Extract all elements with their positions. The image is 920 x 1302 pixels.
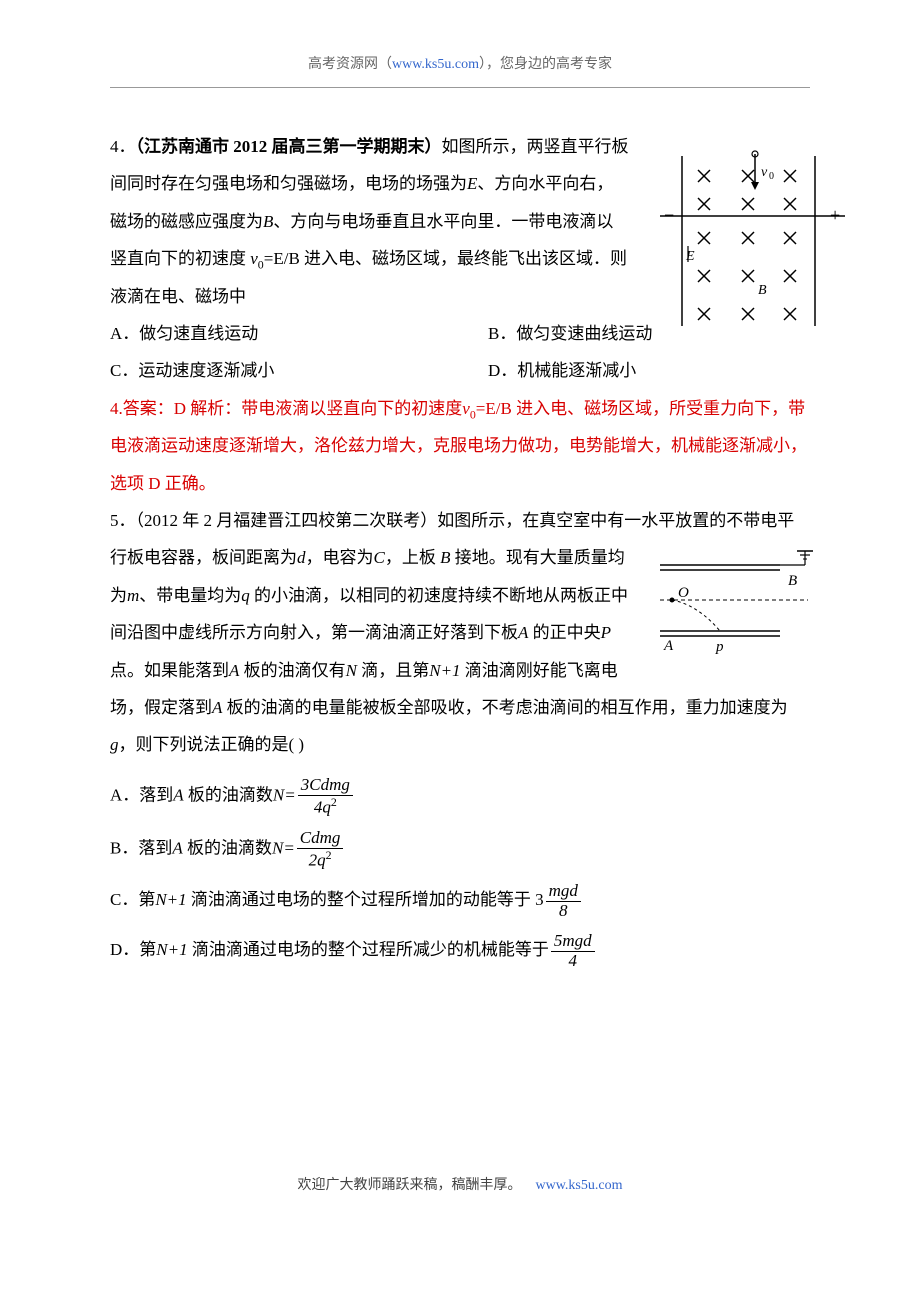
header-link[interactable]: www.ks5u.com	[392, 57, 479, 72]
q4-ans-eq: =E/B	[476, 399, 512, 418]
page-header: 高考资源网（www.ks5u.com），您身边的高考专家	[110, 50, 810, 88]
page-footer: 欢迎广大教师踊跃来稿，稿酬丰厚。 www.ks5u.com	[110, 1171, 810, 1202]
q5B-A: A	[172, 838, 182, 857]
svg-text:v: v	[761, 165, 768, 180]
q4-figure: v 0 − + E B	[660, 146, 845, 349]
q5B-mid: 板的油滴数	[183, 838, 272, 857]
q5-b12: 板的油滴的电量能被板全部吸收，不考虑油滴间的相互作用，重力加速度为	[222, 698, 787, 717]
q5-Ap: A	[518, 623, 528, 642]
q5-b3: ，上板	[385, 548, 436, 567]
header-tail: ），您身边的高考专家	[479, 57, 612, 72]
q5-b2: ，电容为	[306, 548, 374, 567]
q5-src: （2012 年 2 月福建晋江四校第二次联考）	[136, 511, 438, 530]
q4-ans-b1: 带电液滴以竖直向下的初速度	[241, 399, 462, 418]
q4-answer: 4.答案：D 解析：带电液滴以竖直向下的初速度v0=E/B 进入电、磁场区域，所…	[110, 390, 810, 502]
q5-b8: 点。如果能落到	[110, 661, 229, 680]
q5C-Np1: N+1	[155, 890, 186, 909]
svg-text:p: p	[715, 639, 724, 655]
q5-N: N	[346, 661, 357, 680]
q5D-Np1: N+1	[156, 940, 187, 959]
q4-E: E	[467, 174, 477, 193]
q5-g: g	[110, 735, 119, 754]
q5-num: 5．	[110, 511, 136, 530]
svg-text:A: A	[663, 638, 674, 654]
svg-text:−: −	[664, 205, 674, 225]
q4-num: 4．	[110, 137, 136, 156]
q5C-num: mgd	[546, 882, 581, 902]
footer-text: 欢迎广大教师踊跃来稿，稿酬丰厚。	[298, 1178, 522, 1193]
q5-q: q	[241, 586, 250, 605]
q5B-pre: B．落到	[110, 838, 172, 857]
q4-opt-a: A．做匀速直线运动	[110, 315, 488, 352]
q5D-pre: D．第	[110, 940, 156, 959]
q5C-mid: 滴油滴通过电场的整个过程所增加的动能等于 3	[187, 890, 544, 909]
q5-b5: 、带电量均为	[139, 586, 241, 605]
q5A-den: 4q2	[298, 796, 353, 817]
q4-B: B	[263, 212, 273, 231]
q5A-Neq: N=	[273, 785, 296, 804]
q5B-num: Cdmg	[297, 829, 344, 849]
q5-b10: 滴，且第	[357, 661, 429, 680]
q5C-pre: C．第	[110, 890, 155, 909]
header-pre: 高考资源网（	[308, 57, 392, 72]
q5B-Neq: N=	[272, 838, 295, 857]
svg-text:B: B	[758, 283, 767, 298]
q4-eq: =E/B	[264, 249, 300, 268]
q5A-A: A	[173, 785, 183, 804]
q4-opt-c: C．运动速度逐渐减小	[110, 352, 488, 389]
footer-link[interactable]: www.ks5u.com	[536, 1178, 623, 1193]
q5A-num: 3Cdmg	[298, 776, 353, 796]
q5C-den: 8	[546, 902, 581, 921]
svg-text:B: B	[788, 573, 797, 589]
question-5: 5．（2012 年 2 月福建晋江四校第二次联考）如图所示，在真空室中有一水平放…	[110, 502, 810, 971]
q5-opt-b: B．落到A 板的油滴数N=Cdmg2q2	[110, 829, 810, 870]
svg-text:+: +	[830, 205, 840, 225]
q5D-den: 4	[551, 952, 595, 971]
q5-b7: 的正中央	[528, 623, 600, 642]
q5-d: d	[297, 548, 306, 567]
q5-Bp: B	[440, 548, 450, 567]
q4-v: v	[250, 249, 258, 268]
q4-ans-label: 4.答案：D 解析：	[110, 399, 241, 418]
svg-text:E: E	[685, 249, 695, 264]
q5-opt-a: A．落到A 板的油滴数N=3Cdmg4q2	[110, 776, 810, 817]
q5-C: C	[374, 548, 385, 567]
q5-opt-d: D．第N+1 滴油滴通过电场的整个过程所减少的机械能等于5mgd4	[110, 932, 810, 970]
q5-P: P	[601, 623, 611, 642]
q5A-pre: A．落到	[110, 785, 173, 804]
q5-b9: 板的油滴仅有	[239, 661, 345, 680]
q5B-den: 2q2	[297, 849, 344, 870]
q5-Ap2: A	[229, 661, 239, 680]
q5-figure: B O A p	[650, 543, 820, 676]
q5-m: m	[127, 586, 139, 605]
q5-opt-c: C．第N+1 滴油滴通过电场的整个过程所增加的动能等于 3mgd8	[110, 882, 810, 920]
q4-source: （江苏南通市 2012 届高三第一学期期末）	[136, 137, 442, 156]
q5-Np1: N+1	[429, 661, 460, 680]
svg-text:O: O	[678, 585, 689, 601]
question-4: v 0 − + E B 4．（江苏南通市 2012 届高三第一学期期末）如图所示…	[110, 128, 810, 390]
q4-opt-d: D．机械能逐渐减小	[488, 352, 810, 389]
svg-text:0: 0	[769, 171, 774, 182]
q5D-num: 5mgd	[551, 932, 595, 952]
q5-b13: ，则下列说法正确的是( )	[119, 735, 305, 754]
q5D-mid: 滴油滴通过电场的整个过程所减少的机械能等于	[188, 940, 549, 959]
q5A-mid: 板的油滴数	[184, 785, 273, 804]
q5-Ap3: A	[212, 698, 222, 717]
q4-ans-v: v	[462, 399, 470, 418]
